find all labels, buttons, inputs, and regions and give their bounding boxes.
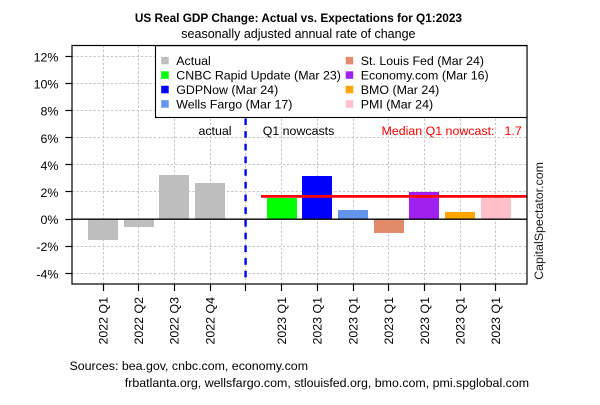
svg-text:8%: 8% — [40, 105, 58, 119]
svg-text:2023 Q1: 2023 Q1 — [346, 297, 360, 345]
svg-text:10%: 10% — [34, 78, 59, 92]
svg-text:6%: 6% — [40, 132, 58, 146]
svg-text:2022 Q4: 2022 Q4 — [203, 297, 217, 345]
svg-text:0%: 0% — [40, 213, 58, 227]
svg-text:BMO (Mar 24): BMO (Mar 24) — [361, 83, 439, 97]
svg-text:-4%: -4% — [36, 267, 58, 281]
svg-text:CapitalSpectator.com: CapitalSpectator.com — [532, 162, 546, 280]
svg-text:GDPNow (Mar 24): GDPNow (Mar 24) — [176, 83, 278, 97]
svg-text:Sources: bea.gov, cnbc.com, ec: Sources: bea.gov, cnbc.com, economy.com — [70, 359, 309, 373]
svg-text:2022 Q2: 2022 Q2 — [132, 297, 146, 345]
svg-text:US Real GDP Change: Actual vs.: US Real GDP Change: Actual vs. Expectati… — [135, 11, 463, 25]
svg-text:2023 Q1: 2023 Q1 — [418, 297, 432, 345]
svg-text:CNBC Rapid Update (Mar 23): CNBC Rapid Update (Mar 23) — [176, 68, 341, 82]
svg-text:-2%: -2% — [36, 240, 58, 254]
svg-text:Actual: Actual — [176, 54, 210, 68]
svg-text:2023 Q1: 2023 Q1 — [454, 297, 468, 345]
svg-text:2%: 2% — [40, 186, 58, 200]
svg-text:2022 Q1: 2022 Q1 — [96, 297, 110, 345]
svg-text:Median Q1 nowcast:: Median Q1 nowcast: — [382, 124, 495, 138]
svg-text:2023 Q1: 2023 Q1 — [382, 297, 396, 345]
svg-text:seasonally adjusted annual rat: seasonally adjusted annual rate of chang… — [181, 27, 415, 41]
svg-text:St. Louis Fed (Mar 24): St. Louis Fed (Mar 24) — [361, 54, 484, 68]
svg-text:actual: actual — [198, 124, 231, 138]
svg-text:Wells Fargo (Mar 17): Wells Fargo (Mar 17) — [176, 97, 292, 111]
svg-text:1.7: 1.7 — [505, 124, 522, 138]
svg-text:Economy.com (Mar 16): Economy.com (Mar 16) — [361, 68, 489, 82]
svg-text:2022 Q3: 2022 Q3 — [168, 297, 182, 345]
svg-text:2023 Q1: 2023 Q1 — [275, 297, 289, 345]
svg-text:4%: 4% — [40, 159, 58, 173]
svg-text:frbatlanta.org, wellsfargo.com: frbatlanta.org, wellsfargo.com, stlouisf… — [125, 376, 529, 390]
svg-text:PMI (Mar 24): PMI (Mar 24) — [361, 97, 433, 111]
svg-text:12%: 12% — [34, 51, 59, 65]
svg-text:Q1 nowcasts: Q1 nowcasts — [263, 124, 335, 138]
svg-text:2023 Q1: 2023 Q1 — [311, 297, 325, 345]
svg-text:2023 Q1: 2023 Q1 — [489, 297, 503, 345]
